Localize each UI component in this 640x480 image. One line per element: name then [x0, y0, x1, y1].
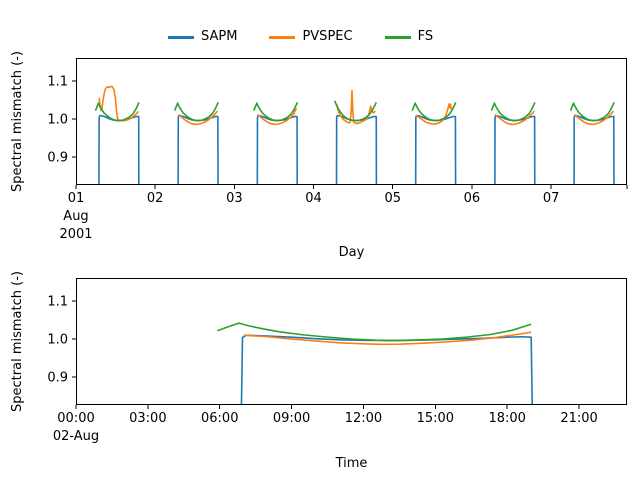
- legend-line-swatch-sapm: [168, 35, 194, 39]
- x-tick-label: 18:00: [488, 411, 525, 426]
- y-tick-label: 1.1: [47, 295, 68, 310]
- legend-item-sapm: SAPM: [168, 29, 237, 45]
- x-tick-date-label: 02-Aug: [53, 429, 99, 444]
- x-tick-label: 21:00: [560, 411, 597, 426]
- y-tick-label: 0.9: [47, 370, 68, 385]
- series-sapm-line: [240, 334, 534, 405]
- y-tick-label: 1.0: [47, 333, 68, 348]
- legend-line-swatch-fs: [384, 35, 411, 39]
- legend-item-fs: FS: [384, 29, 434, 45]
- x-tick-label: 06: [464, 191, 481, 206]
- x-tick-label: 09:00: [273, 411, 310, 426]
- y-axis-label: Spectral mismatch (-): [10, 51, 25, 192]
- x-tick-label: 00:00: [57, 411, 94, 426]
- series-sapm-line: [98, 114, 615, 185]
- x-tick-label: 07: [543, 191, 560, 206]
- legend-label-pvspec: PVSPEC: [302, 29, 353, 44]
- series-fs-line: [217, 322, 532, 342]
- x-axis-label: Time: [335, 456, 368, 471]
- legend-label-fs: FS: [417, 29, 434, 44]
- y-tick-label: 1.0: [47, 113, 68, 128]
- x-tick-label: 04: [305, 191, 322, 206]
- x-tick-label: 01: [68, 191, 85, 206]
- y-tick-label: 0.9: [47, 150, 68, 165]
- x-tick-label: 12:00: [345, 411, 382, 426]
- x-tick-label: 02: [147, 191, 164, 206]
- x-tick-date-label: Aug: [63, 209, 88, 224]
- axes-spines: [76, 278, 627, 405]
- y-axis-label: Spectral mismatch (-): [10, 271, 25, 412]
- y-tick-label: 1.1: [47, 75, 68, 90]
- series-pvspec-line: [98, 85, 615, 126]
- legend-item-pvspec: PVSPEC: [269, 29, 353, 45]
- series-fs-line: [94, 100, 615, 122]
- x-tick-label: 15:00: [417, 411, 454, 426]
- series-pvspec-line: [243, 331, 532, 346]
- axes-spines: [76, 58, 627, 185]
- x-tick-label: 06:00: [201, 411, 238, 426]
- legend-line-swatch-pvspec: [269, 35, 296, 39]
- x-tick-label: 03: [226, 191, 243, 206]
- x-tick-label: 03:00: [129, 411, 166, 426]
- x-tick-date-label: 2001: [59, 227, 92, 242]
- legend-label-sapm: SAPM: [201, 29, 238, 44]
- x-axis-label: Day: [339, 245, 365, 260]
- legend: SAPM PVSPEC FS: [168, 29, 433, 45]
- bottom-axes: 0.9 1.0 1.1 00:00 02-Aug 03:00 06:00 09:00 12:00…: [10, 271, 627, 471]
- x-tick-label: 05: [384, 191, 401, 206]
- top-axes: 0.9 1.0 1.1 01 Aug 2001 02 03 04 05 06 07 Day Spectra…: [10, 51, 628, 260]
